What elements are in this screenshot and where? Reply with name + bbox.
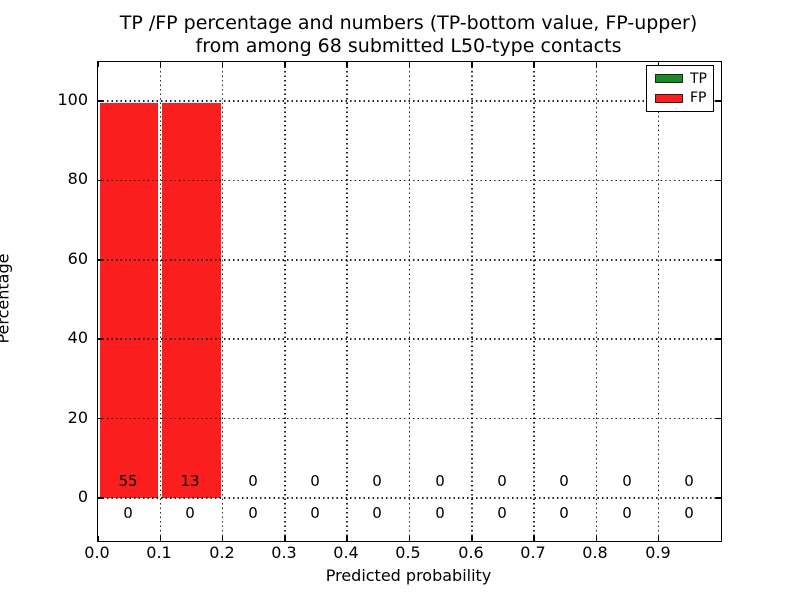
- x-tick-mark-top-6: [471, 62, 473, 67]
- y-tick-mark-right-60: [716, 259, 721, 261]
- fp-count-bin-9: 0: [684, 472, 694, 490]
- x-tick-mark-top-9: [657, 62, 660, 67]
- y-tick-mark-right-20: [716, 417, 721, 420]
- legend-entry-tp: TP: [647, 72, 713, 86]
- x-tick-mark-bottom-3: [284, 536, 286, 541]
- tp-count-bin-5: 0: [435, 504, 445, 522]
- tp-count-bin-8: 0: [622, 504, 632, 522]
- x-tick-label-0.4: 0.4: [333, 543, 359, 562]
- x-tick-mark-bottom-8: [595, 536, 598, 541]
- fp-count-bin-7: 0: [559, 472, 569, 490]
- x-tick-mark-bottom-7: [533, 536, 535, 541]
- y-tick-mark-right-40: [716, 338, 721, 340]
- x-tick-mark-bottom-5: [408, 536, 411, 541]
- fp-count-bin-4: 0: [372, 472, 382, 490]
- fp-count-bin-1: 13: [180, 472, 200, 490]
- chart-title-line1: TP /FP percentage and numbers (TP-bottom…: [119, 12, 698, 34]
- y-tick-mark-right-80: [716, 179, 721, 182]
- y-tick-label-20: 20: [67, 408, 88, 427]
- x-tick-mark-top-4: [346, 62, 348, 67]
- gridline-x-0.3: [284, 62, 286, 541]
- x-tick-mark-top-3: [284, 62, 286, 67]
- x-tick-mark-top-5: [408, 62, 411, 67]
- gridline-x-0.7: [533, 62, 535, 541]
- x-tick-label-0.0: 0.0: [84, 543, 110, 562]
- y-tick-mark-right-0: [716, 497, 721, 499]
- x-axis-label: Predicted probability: [325, 566, 492, 585]
- fp-legend-swatch: [655, 93, 683, 103]
- gridline-y-60: [98, 259, 721, 261]
- gridline-x-0.2: [221, 62, 224, 541]
- y-tick-mark-left-40: [98, 338, 103, 340]
- fp-legend-label: FP: [690, 90, 707, 107]
- chart-title-line2: from among 68 submitted L50-type contact…: [195, 35, 622, 57]
- gridline-x-0.4: [346, 62, 348, 541]
- x-tick-mark-bottom-2: [221, 536, 224, 541]
- gridline-x-0.5: [408, 62, 411, 541]
- x-tick-mark-bottom-1: [159, 536, 162, 541]
- fp-count-bin-5: 0: [435, 472, 445, 490]
- tp-legend-label: TP: [690, 70, 707, 87]
- y-tick-label-60: 60: [67, 249, 88, 268]
- x-tick-label-0.8: 0.8: [582, 543, 608, 562]
- x-tick-mark-bottom-0: [97, 536, 99, 541]
- x-tick-mark-bottom-6: [471, 536, 473, 541]
- x-tick-mark-top-2: [221, 62, 224, 67]
- x-tick-mark-top-8: [595, 62, 598, 67]
- tp-count-bin-4: 0: [372, 504, 382, 522]
- fp-count-bin-2: 0: [248, 472, 258, 490]
- gridline-y-20: [98, 417, 721, 420]
- y-tick-mark-left-20: [98, 417, 103, 420]
- tp-count-bin-2: 0: [248, 504, 258, 522]
- gridline-x-0.9: [657, 62, 660, 541]
- x-tick-label-0.7: 0.7: [520, 543, 546, 562]
- fp-count-bin-0: 55: [118, 472, 138, 490]
- y-tick-mark-right-100: [716, 100, 721, 102]
- x-tick-label-0.3: 0.3: [271, 543, 297, 562]
- y-tick-label-40: 40: [67, 328, 88, 347]
- fp-count-bin-6: 0: [497, 472, 507, 490]
- y-tick-mark-left-80: [98, 179, 103, 182]
- gridline-y-0: [98, 497, 721, 499]
- tp-count-bin-9: 0: [684, 504, 694, 522]
- x-tick-mark-top-7: [533, 62, 535, 67]
- gridline-y-100: [98, 100, 721, 102]
- gridline-x-0.8: [595, 62, 598, 541]
- gridline-x-0.6: [471, 62, 473, 541]
- tp-count-bin-1: 0: [185, 504, 195, 522]
- y-tick-label-80: 80: [67, 169, 88, 188]
- plot-area: [97, 61, 722, 542]
- fp-bar-bin-0: [98, 101, 161, 498]
- gridline-y-40: [98, 338, 721, 340]
- gridline-x-0.1: [159, 62, 162, 541]
- gridline-y-80: [98, 179, 721, 182]
- y-tick-label-100: 100: [57, 90, 88, 109]
- y-axis-label: Percentage: [0, 253, 13, 344]
- x-tick-label-0.9: 0.9: [645, 543, 671, 562]
- tp-count-bin-7: 0: [559, 504, 569, 522]
- y-tick-mark-left-60: [98, 259, 103, 261]
- x-tick-mark-top-1: [159, 62, 162, 67]
- legend-entry-fp: FP: [647, 91, 713, 105]
- tp-count-bin-0: 0: [123, 504, 133, 522]
- tp-count-bin-3: 0: [310, 504, 320, 522]
- y-tick-label-0: 0: [77, 487, 88, 506]
- x-tick-label-0.1: 0.1: [146, 543, 172, 562]
- tp-legend-swatch: [655, 74, 683, 84]
- chart-title: TP /FP percentage and numbers (TP-bottom…: [97, 12, 720, 58]
- x-tick-mark-bottom-9: [657, 536, 660, 541]
- x-tick-label-0.5: 0.5: [395, 543, 421, 562]
- tp-count-bin-6: 0: [497, 504, 507, 522]
- x-tick-mark-bottom-4: [346, 536, 348, 541]
- x-tick-mark-top-0: [97, 62, 99, 67]
- fp-bar-bin-1: [160, 101, 223, 498]
- y-tick-mark-left-100: [98, 100, 103, 102]
- legend: TP FP: [646, 65, 714, 112]
- fp-count-bin-8: 0: [622, 472, 632, 490]
- x-tick-label-0.2: 0.2: [209, 543, 235, 562]
- x-tick-label-0.6: 0.6: [458, 543, 484, 562]
- fp-count-bin-3: 0: [310, 472, 320, 490]
- y-tick-mark-left-0: [98, 497, 103, 499]
